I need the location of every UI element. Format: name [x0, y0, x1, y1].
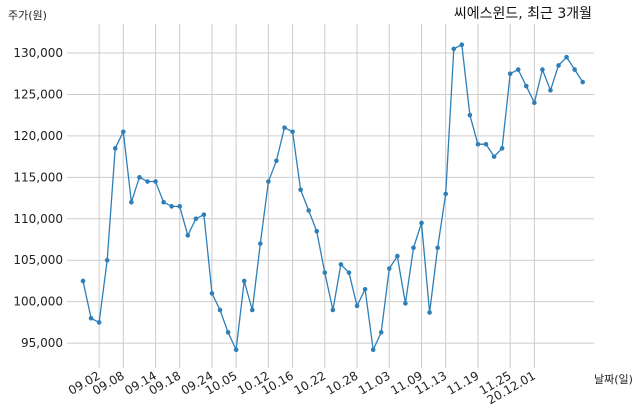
data-point [499, 146, 505, 151]
x-axis-label: 날짜(일) [594, 372, 633, 386]
x-tick-label: 11.19 [445, 368, 482, 397]
data-point [467, 112, 473, 118]
data-point [314, 228, 320, 234]
data-point [483, 141, 489, 147]
data-point [427, 310, 432, 315]
data-point [451, 46, 457, 52]
x-tick-label: 10.22 [292, 368, 329, 397]
data-point [395, 253, 400, 259]
data-point [491, 154, 497, 159]
data-point [370, 347, 376, 353]
data-point [258, 241, 263, 246]
data-point [548, 88, 553, 93]
y-tick-label: 100,000 [13, 295, 63, 309]
data-point [225, 330, 231, 335]
data-point [378, 330, 384, 335]
data-point [153, 179, 158, 184]
data-point [507, 71, 513, 77]
data-point [185, 233, 191, 238]
data-point [540, 67, 545, 72]
data-point [96, 320, 102, 325]
data-point [121, 129, 126, 135]
data-point [282, 125, 287, 130]
data-point [201, 212, 207, 217]
y-axis-ticks: 95,000 100,000 105,000 110,000 115,000 120,00… [13, 46, 63, 350]
y-tick-label: 120,000 [13, 129, 63, 143]
data-point [298, 187, 303, 193]
y-tick-label: 115,000 [13, 170, 63, 184]
data-point [524, 83, 529, 89]
data-point [193, 216, 199, 222]
data-point [129, 199, 134, 205]
data-point [112, 146, 118, 151]
data-point [435, 245, 440, 251]
data-point [419, 220, 424, 226]
data-points [80, 42, 586, 353]
data-point [322, 270, 328, 275]
data-point [88, 315, 94, 321]
data-point [161, 199, 166, 205]
chart-title: 씨에스윈드, 최근 3개월 [454, 6, 592, 22]
x-axis-ticks: 09.0209.0809.1409.1809.2410.0510.1210.16… [66, 368, 538, 407]
y-tick-label: 95,000 [21, 336, 63, 350]
y-tick-label: 110,000 [13, 212, 63, 226]
data-point [572, 67, 577, 72]
x-tick-label: 10.28 [324, 368, 361, 397]
data-point [386, 266, 392, 271]
data-point [241, 278, 247, 284]
y-tick-label: 125,000 [13, 87, 63, 101]
data-point [556, 63, 561, 68]
data-point [580, 79, 586, 85]
data-point [177, 204, 183, 209]
data-point [249, 307, 255, 313]
data-point [338, 262, 344, 267]
data-point [217, 307, 223, 313]
data-point [354, 303, 360, 309]
data-point [346, 270, 352, 275]
data-point [266, 179, 271, 184]
data-point [145, 179, 150, 184]
data-point [362, 286, 368, 292]
data-point [443, 191, 449, 197]
data-point [104, 257, 110, 263]
y-tick-label: 130,000 [13, 46, 63, 60]
data-point [306, 208, 311, 213]
data-point [274, 158, 279, 164]
data-point [564, 54, 569, 60]
price-line [82, 43, 584, 353]
data-point [80, 278, 86, 284]
data-point [532, 100, 537, 106]
data-point [233, 347, 239, 353]
x-tick-label: 11.03 [356, 368, 393, 397]
gridlines [67, 24, 594, 368]
y-tick-label: 105,000 [13, 253, 63, 267]
data-point [475, 141, 481, 147]
data-point [290, 129, 295, 135]
data-point [411, 245, 416, 251]
data-point [515, 67, 521, 72]
y-axis-label: 주가(원) [8, 9, 47, 22]
data-point [169, 204, 174, 209]
data-point [459, 42, 465, 48]
data-point [209, 291, 215, 296]
data-point [403, 301, 408, 306]
data-point [330, 307, 336, 313]
data-point [137, 175, 142, 180]
